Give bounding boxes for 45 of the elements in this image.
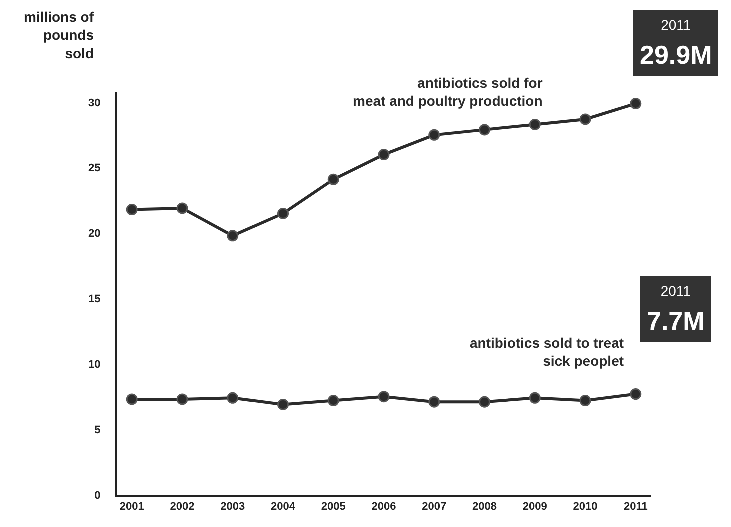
point bbox=[479, 396, 490, 408]
point bbox=[529, 118, 541, 130]
x-tick-label: 2008 bbox=[472, 501, 497, 514]
point bbox=[176, 394, 188, 406]
series-label: antibiotics sold to treat sick peoplet bbox=[470, 335, 624, 370]
x-tick-label: 2009 bbox=[522, 501, 548, 514]
y-axis-title: millions of pounds sold bbox=[24, 9, 94, 62]
point bbox=[328, 395, 340, 407]
x-tick-label: 2006 bbox=[372, 501, 396, 514]
point bbox=[126, 394, 138, 406]
point bbox=[479, 124, 490, 136]
y-tick-label: 15 bbox=[88, 294, 101, 306]
point bbox=[176, 202, 188, 214]
annotation: 2011 7.7M bbox=[647, 283, 705, 336]
point bbox=[328, 174, 340, 186]
point bbox=[428, 396, 440, 408]
x-tick-label: 2002 bbox=[170, 501, 195, 514]
x-tick-label: 2005 bbox=[321, 501, 346, 514]
x-tick-label: 2007 bbox=[422, 501, 447, 514]
point bbox=[278, 208, 289, 220]
x-tick-label: 2003 bbox=[220, 501, 246, 514]
x-tick-label: 2011 bbox=[624, 501, 648, 514]
y-tick-label: 25 bbox=[88, 162, 101, 175]
point bbox=[278, 398, 289, 410]
point bbox=[428, 129, 440, 141]
y-tick-label: 0 bbox=[94, 490, 101, 502]
point bbox=[630, 98, 642, 110]
point bbox=[378, 149, 390, 161]
y-tick-label: 10 bbox=[88, 359, 101, 372]
point bbox=[630, 388, 642, 400]
point bbox=[227, 230, 239, 242]
point bbox=[227, 392, 239, 404]
y-tick-label: 20 bbox=[88, 228, 101, 240]
x-tick-label: 2001 bbox=[120, 501, 144, 514]
point bbox=[126, 204, 138, 216]
y-tick-label: 30 bbox=[88, 97, 101, 110]
annotation: 2011 29.9M bbox=[640, 17, 712, 70]
series-label: antibiotics sold for meat and poultry production bbox=[353, 75, 544, 110]
y-tick-label: 5 bbox=[94, 424, 101, 436]
point bbox=[378, 391, 390, 403]
point bbox=[580, 395, 592, 407]
x-tick-label: 2004 bbox=[271, 501, 296, 514]
x-tick-label: 2010 bbox=[573, 501, 598, 514]
point bbox=[529, 392, 541, 404]
point bbox=[580, 114, 592, 126]
